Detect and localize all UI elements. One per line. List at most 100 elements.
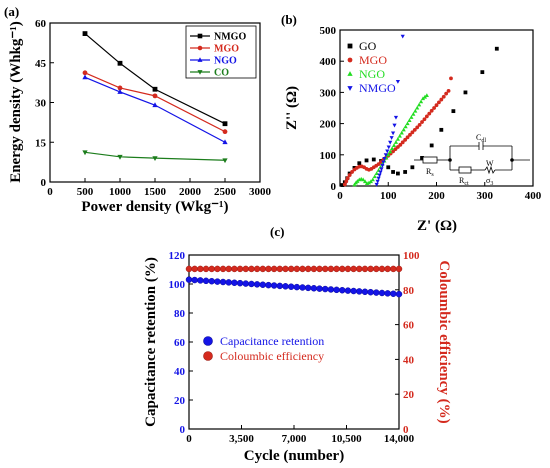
data-point-mgo (410, 130, 415, 135)
data-point-coloumbic-efficiency (185, 265, 193, 273)
data-point-mgo (408, 132, 412, 137)
legend-marker-ngo (347, 71, 353, 76)
data-point-coloumbic-efficiency (338, 265, 346, 273)
resistor-rct (458, 166, 472, 174)
inset-label-rs: Rs (426, 167, 434, 178)
data-point-coloumbic-efficiency (356, 265, 363, 273)
data-point-go (386, 165, 391, 170)
data-point-coloumbic-efficiency (384, 265, 391, 273)
data-point-ngo (418, 99, 424, 104)
chart-b-ytick-label: 500 (320, 25, 337, 37)
chart-a-ytick-label: 0 (41, 177, 47, 189)
chart-a-ytick-label: 15 (35, 137, 47, 149)
data-point-coloumbic-efficiency (333, 265, 340, 273)
series-line-nmgo (84, 33, 226, 125)
data-point-mgo (449, 76, 453, 81)
inset-label-cdl: Cdl (476, 133, 486, 144)
chart-a-xtick-label: 2000 (179, 186, 202, 198)
data-point-go (420, 156, 424, 160)
data-point-coloumbic-efficiency (197, 265, 204, 273)
data-point-ngo (397, 133, 402, 138)
data-point-ngo (363, 179, 368, 184)
data-point-ngo (393, 140, 399, 144)
data-point-go (410, 165, 415, 170)
legend-label-coloumbic-efficiency: Coloumbic efficiency (220, 349, 324, 363)
data-point-capacitance-retention (378, 289, 386, 297)
data-point-coloumbic-efficiency (270, 265, 278, 273)
data-point-go (403, 170, 408, 174)
data-point-ngo (424, 93, 429, 98)
data-point-ngo (417, 102, 422, 107)
inset-label-w: W (486, 159, 494, 168)
chart-c-xtick-label: 3,500 (229, 433, 254, 445)
data-point-coloumbic-efficiency (299, 265, 306, 273)
chart-b-ylabel: Z'' (Ω) (284, 86, 300, 130)
chart-c-y2tick-label: 40 (403, 354, 415, 366)
data-point-ngo (401, 127, 406, 132)
data-point-mgo (391, 149, 395, 154)
chart-b-xlabel: Z' (Ω) (417, 218, 457, 234)
data-point-coloumbic-efficiency (219, 265, 227, 273)
chart-c-ytick-label: 60 (174, 337, 186, 349)
data-point-mgo (405, 135, 410, 140)
data-point-coloumbic-efficiency (316, 265, 323, 273)
chart-c-ytick-label: 20 (174, 395, 186, 407)
data-point-coloumbic-efficiency (395, 265, 403, 273)
data-point-mgo (444, 91, 449, 96)
series-line-co (84, 151, 226, 161)
data-point-ngo (370, 177, 375, 182)
chart-a-xtick-label: 500 (77, 186, 94, 198)
panel-label-b: (b) (281, 12, 297, 27)
chart-c-y2tick-label: 100 (403, 250, 420, 262)
data-point-nmgo (82, 31, 88, 36)
data-point-capacitance-retention (214, 278, 221, 285)
data-point-ngo (374, 171, 379, 176)
chart-c-xlabel: Cycle (number) (244, 448, 344, 464)
data-point-nmgo (381, 160, 386, 165)
data-point-capacitance-retention (225, 279, 232, 286)
data-point-ngo (411, 111, 416, 116)
data-point-capacitance-retention (282, 283, 289, 290)
data-point-mgo (403, 137, 408, 142)
data-point-capacitance-retention (373, 289, 380, 296)
legend-marker-mgo (347, 57, 353, 63)
data-point-ngo (413, 108, 418, 113)
data-point-ngo (399, 130, 404, 135)
data-point-mgo (396, 145, 400, 149)
data-point-mgo (345, 176, 350, 181)
data-point-mgo (117, 85, 123, 91)
legend-label-mgo: MGO (359, 53, 387, 67)
chart-a-xtick-label: 0 (47, 186, 53, 198)
data-point-coloumbic-efficiency (327, 265, 335, 273)
equivalent-circuit-inset: Rs Cdl Rct W σ3 (414, 133, 530, 187)
data-point-mgo (446, 88, 451, 93)
data-point-mgo (347, 173, 352, 177)
data-point-ngo (82, 74, 88, 80)
data-point-coloumbic-efficiency (259, 265, 267, 273)
legend-marker-nmgo (197, 33, 203, 39)
data-point-ngo (390, 146, 395, 151)
data-point-ngo (388, 149, 393, 154)
data-point-mgo (441, 94, 446, 99)
data-point-capacitance-retention (390, 290, 397, 298)
chart-c-xtick-label: 10,500 (331, 433, 362, 445)
data-point-capacitance-retention (367, 288, 374, 296)
data-point-nmgo (386, 145, 391, 150)
data-point-go (451, 109, 456, 114)
chart-c-y2label: Coloumbic efficiency (%) (436, 260, 452, 423)
chart-c-y2tick-label: 80 (403, 285, 415, 297)
data-point-go (463, 90, 468, 95)
data-point-nmgo (374, 182, 379, 187)
inset-label-sigma: σ3 (486, 176, 493, 187)
data-point-mgo (152, 93, 158, 99)
data-point-nmgo (376, 176, 381, 181)
data-point-capacitance-retention (219, 278, 227, 286)
data-point-capacitance-retention (248, 280, 255, 288)
data-point-ngo (361, 177, 366, 182)
panel-label-a: (a) (4, 4, 19, 19)
data-point-nmgo (222, 121, 228, 127)
data-point-go (340, 183, 345, 187)
chart-b-ytick-label: 400 (320, 56, 337, 68)
data-point-capacitance-retention (333, 286, 340, 294)
